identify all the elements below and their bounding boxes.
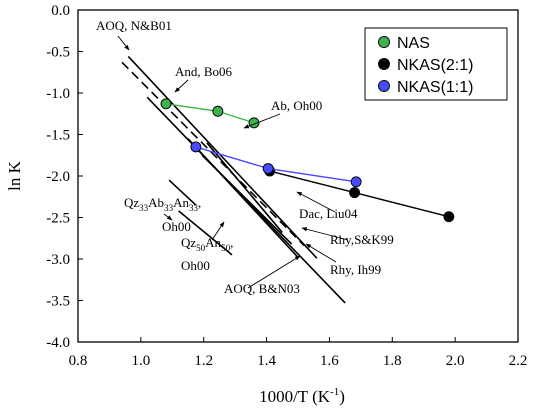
annotation-subscript: 33	[164, 203, 174, 213]
x-axis-label-exponent: -1	[330, 386, 339, 398]
legend-label: NKAS(1:1)	[397, 79, 473, 96]
legend-marker	[378, 36, 390, 48]
reference-line	[187, 138, 299, 258]
y-tick-label: -3.0	[46, 252, 70, 268]
leader-line	[243, 113, 281, 129]
data-point	[350, 176, 362, 188]
annotation-label: Oh00	[162, 219, 191, 234]
x-tick-label: 1.4	[257, 353, 276, 369]
x-tick-label: 0.8	[69, 353, 88, 369]
annotation-label: Qz50An50,	[181, 235, 233, 253]
y-tick-label: 0.0	[51, 3, 70, 19]
legend-marker	[378, 80, 390, 92]
y-tick-label: -3.5	[46, 294, 70, 310]
y-tick-label: -2.0	[46, 169, 70, 185]
annotation-subscript: 50	[221, 243, 231, 253]
series-line	[165, 103, 255, 124]
data-point	[443, 211, 455, 223]
y-axis-label: ln K	[5, 160, 24, 190]
series	[160, 98, 260, 129]
annotation-subscript: 33	[189, 203, 199, 213]
x-tick-label: 1.6	[320, 353, 339, 369]
x-axis-label: 1000/T (K-1)	[259, 386, 345, 406]
annotation-subscript: 33	[139, 203, 149, 213]
annotation-text: ,	[198, 195, 201, 210]
legend-label: NKAS(2:1)	[397, 57, 473, 74]
legend-marker	[378, 58, 390, 70]
data-series	[160, 98, 455, 223]
reference-line	[206, 142, 283, 233]
leader-line	[247, 255, 301, 289]
legend-label: NAS	[397, 35, 430, 52]
annotation-text: Ab	[148, 195, 164, 210]
annotation-subscript: 50	[196, 243, 206, 253]
legend: NAS NKAS(2:1) NKAS(1:1)	[364, 27, 508, 101]
annotation-text: ,	[230, 235, 233, 250]
annotation-text: An	[173, 195, 189, 210]
y-tick-label: -1.5	[46, 128, 70, 144]
annotation-text: Qz	[181, 235, 196, 250]
y-tick-label: -1.0	[46, 86, 70, 102]
y-tick-label: -2.5	[46, 211, 70, 227]
data-point	[349, 187, 361, 199]
leader-line	[296, 191, 336, 213]
leader-line	[163, 213, 173, 221]
axis-labels: 1000/T (K-1) ln K	[5, 160, 345, 406]
reference-line	[178, 210, 233, 256]
annotation-label: AOQ, B&N03	[224, 281, 300, 296]
series	[264, 165, 455, 223]
data-point	[160, 98, 172, 110]
data-point	[212, 105, 224, 117]
annotation-label: Oh00	[181, 258, 210, 273]
x-tick-label: 1.0	[131, 353, 150, 369]
reference-lines	[121, 55, 346, 304]
x-tick-label: 1.8	[383, 353, 402, 369]
annotation-label: Dac, Liu04	[299, 206, 358, 221]
reference-line	[146, 96, 346, 304]
leader-line	[211, 221, 225, 241]
leader-line	[174, 79, 189, 93]
annotation-label: Ab, Oh00	[271, 98, 322, 113]
leader-line	[305, 243, 337, 263]
annotation-label: Qz33Ab33An33,	[124, 195, 201, 213]
annotation-text: An	[205, 235, 221, 250]
annotation-text: Qz	[124, 195, 139, 210]
annotation-label: And, Bo06	[175, 64, 233, 79]
x-axis-label-text: 1000/T (K	[259, 387, 331, 406]
y-tick-label: -4.0	[46, 335, 70, 351]
reference-line	[127, 55, 318, 259]
annotation-label: Rhy,S&K99	[330, 232, 394, 247]
annotation-label: Rhy, Ih99	[330, 262, 381, 277]
reference-line	[121, 61, 305, 247]
leader-line	[117, 35, 130, 51]
x-tick-label: 2.0	[446, 353, 465, 369]
reference-line	[168, 179, 197, 206]
leader-line	[301, 227, 349, 241]
series	[190, 141, 362, 188]
annotation-label: AOQ, N&B01	[96, 18, 172, 33]
data-point	[262, 163, 274, 174]
x-tick-label: 1.2	[194, 353, 213, 369]
axis-ticks: 0.8 1.0 1.2 1.4 1.6 1.8 2.0 2.2 0.0 -0.5 -1.0 -1.5 -…	[46, 3, 527, 369]
x-tick-label: 2.2	[509, 353, 528, 369]
data-point	[190, 141, 202, 153]
y-tick-label: -0.5	[46, 45, 70, 61]
series-line	[195, 146, 357, 183]
x-axis-label-close: )	[339, 387, 345, 406]
